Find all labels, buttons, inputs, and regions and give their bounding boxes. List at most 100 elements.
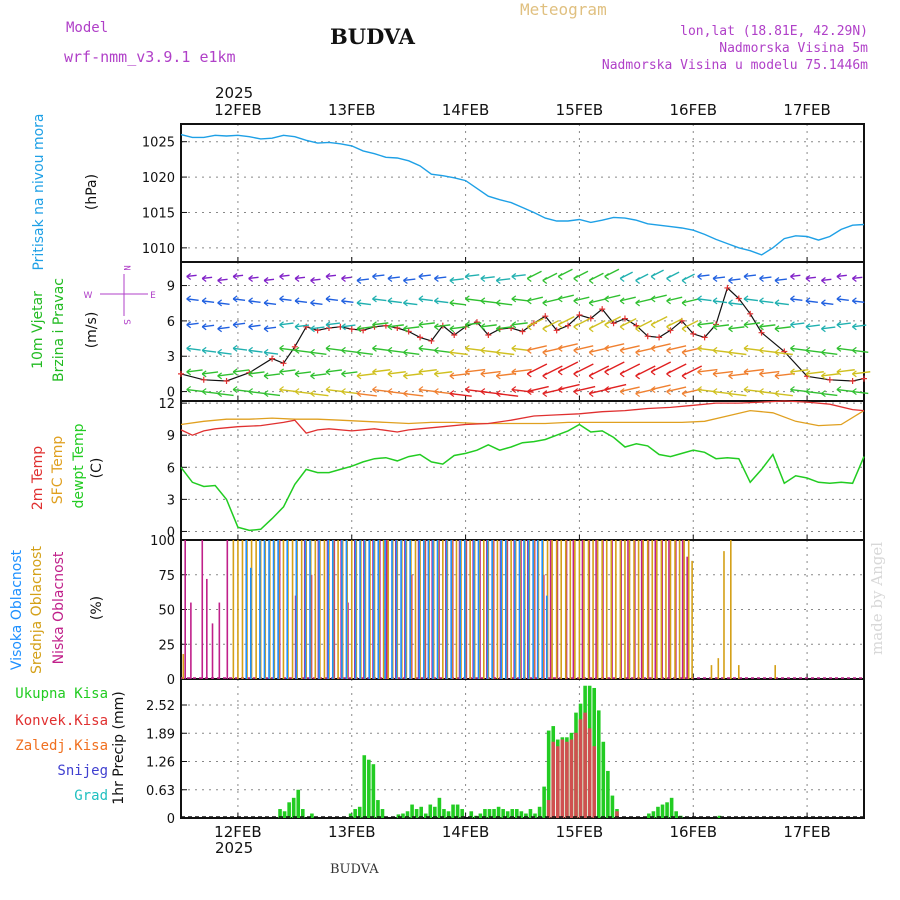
wind-marker: [200, 376, 207, 383]
wind-arrow: [728, 278, 741, 282]
wind-arrow: [310, 373, 327, 377]
wind-arrow-head: [403, 372, 408, 380]
wind-arrow-head: [650, 386, 656, 394]
wind-marker: [724, 284, 731, 291]
wind-arrow-head: [821, 390, 826, 398]
wind-arrow-head: [294, 323, 300, 331]
wind-arrow-head: [604, 386, 610, 394]
wind-arrow: [558, 343, 578, 350]
wind-arrow: [836, 274, 847, 278]
wind-arrow-head: [650, 321, 656, 329]
precip-bar: [376, 800, 380, 818]
wind-arrow-head: [325, 295, 331, 303]
wind-marker: [758, 329, 765, 336]
wind-arrow: [790, 298, 803, 302]
precip-bar: [615, 811, 619, 818]
precip-bar: [423, 813, 428, 818]
y-tick-label: 1025: [142, 136, 175, 151]
wind-arrow: [681, 365, 703, 377]
wind-arrow-head: [666, 323, 671, 331]
wind-arrow-head: [759, 370, 764, 378]
wind-arrow-head: [712, 346, 718, 354]
wind-arrow-head: [232, 344, 238, 352]
wind-arrow-head: [790, 386, 795, 394]
wind-arrow: [418, 274, 431, 278]
wind-arrow-head: [821, 277, 826, 284]
wind-arrow: [790, 322, 805, 326]
wind-arrow: [248, 371, 265, 375]
wind-arrow-head: [573, 370, 579, 378]
wind-arrow: [511, 347, 530, 352]
wind-arrow-head: [743, 386, 749, 394]
wind-arrow-head: [852, 370, 857, 378]
precip-bar: [610, 795, 615, 818]
wind-arrow-head: [635, 325, 641, 333]
precip-legend-item: Zaledj.Kisa: [15, 738, 108, 754]
wind-arrow-head: [650, 344, 656, 352]
wind-arrow-head: [821, 325, 826, 333]
wind-arrow: [852, 276, 863, 280]
wind-arrow: [743, 347, 762, 352]
wind-arrow: [728, 302, 743, 306]
y-tick-label: 50: [158, 604, 175, 619]
wind-arrow: [728, 351, 747, 356]
wind-arrow-head: [418, 295, 424, 303]
wind-arrow: [836, 322, 851, 326]
wind-arrow-head: [619, 346, 625, 354]
wind-arrow: [527, 345, 547, 352]
wind-arrow-head: [697, 368, 702, 376]
wind-arrow: [635, 365, 656, 377]
wind-arrow-head: [449, 325, 455, 333]
wind-arrow-head: [279, 295, 284, 303]
wind-arrow: [217, 302, 230, 306]
model-name: wrf-nmm_v3.9.1 e1km: [64, 48, 236, 66]
x-tick-label-top: 15FEB: [556, 101, 603, 119]
wind-arrow-head: [418, 386, 424, 394]
wind-arrow: [480, 276, 495, 280]
wind-arrow: [650, 384, 671, 391]
y-tick-label: 6: [167, 315, 175, 330]
precip-bar: [401, 813, 405, 818]
wind-arrow-head: [464, 386, 470, 394]
wind-arrow: [294, 276, 306, 280]
wind-arrow-head: [759, 388, 764, 396]
wind-arrow-head: [836, 321, 842, 329]
wind-arrow: [418, 369, 437, 373]
wind-arrow: [325, 347, 342, 351]
wind-arrow: [372, 322, 389, 326]
wind-arrow-head: [325, 321, 331, 329]
precip-bar: [505, 811, 510, 818]
precip-bar: [296, 789, 301, 818]
wind-arrow-head: [248, 370, 253, 378]
wind-arrow-head: [387, 388, 393, 396]
wind-arrow-head: [434, 370, 439, 378]
precip-bar: [528, 809, 533, 818]
wind-arrow: [186, 322, 199, 326]
wind-arrow-head: [418, 273, 424, 280]
wind-arrow-head: [712, 323, 718, 331]
wind-arrow-head: [557, 368, 563, 376]
wind-arrow: [697, 274, 710, 278]
wind-arrow: [480, 300, 497, 304]
wind-arrow: [712, 324, 730, 328]
wind-arrow: [279, 388, 298, 393]
wind-arrow: [387, 371, 406, 375]
wind-arrow-head: [263, 372, 269, 380]
wind-arrow: [434, 349, 451, 353]
wind-arrow-head: [759, 275, 764, 282]
wind-arrow-head: [248, 323, 253, 331]
wind-arrow-head: [248, 275, 253, 282]
wind-arrow: [743, 388, 762, 393]
wind-arrow-head: [372, 295, 377, 303]
temp-2m-line: [180, 400, 865, 436]
wind-arrow: [604, 383, 627, 391]
precip-bar: [647, 813, 651, 818]
precip-bar: [414, 809, 419, 818]
wind-arrow: [233, 347, 248, 351]
wind-arrow-head: [480, 370, 486, 378]
wind-arrow-head: [495, 372, 501, 380]
wind-arrow: [697, 388, 716, 393]
y-tick-label: 25: [158, 638, 175, 653]
wind-marker: [178, 370, 184, 377]
x-tick-label-bottom: 16FEB: [670, 823, 717, 841]
